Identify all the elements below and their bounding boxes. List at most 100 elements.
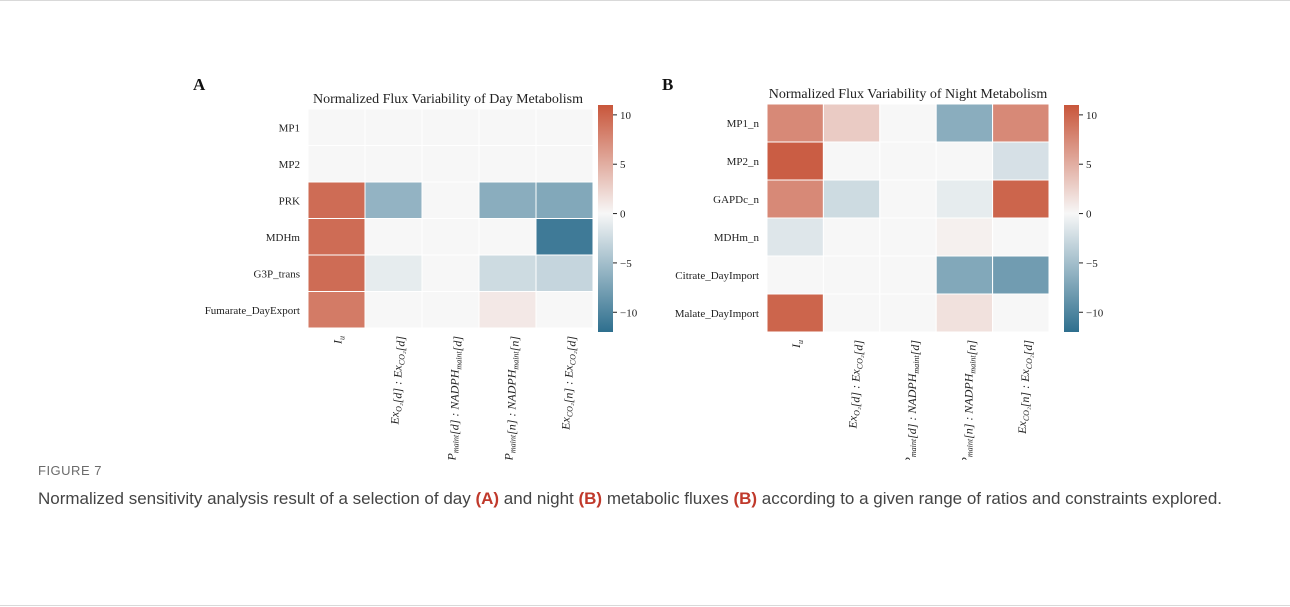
column-label: ATPmaint[d] : NADPHmaint[d]	[902, 340, 922, 460]
heatmap-cell	[478, 181, 537, 219]
colorbar-tick-label: 5	[620, 159, 626, 171]
chart-title-a: Normalized Flux Variability of Day Metab…	[313, 92, 583, 107]
bottom-rule	[0, 605, 1290, 606]
column-label: ATPmaint[n] : NADPHmaint[n]	[502, 336, 522, 460]
column-label-text: ExO₂[d] : ExCO₂[d]	[846, 340, 866, 430]
column-label: Iu	[789, 340, 805, 349]
figure-label: FIGURE 7	[38, 463, 102, 478]
heatmap-cell	[822, 217, 881, 257]
colorbar-tick-label: 0	[620, 209, 626, 221]
heatmap-cell	[478, 218, 537, 256]
heatmap-cell	[364, 254, 423, 292]
column-label-text: ATPmaint[n] : NADPHmaint[n]	[502, 336, 522, 460]
colorbar-tick-label: −5	[1086, 258, 1098, 270]
column-label-text: Iu	[331, 336, 347, 345]
colorbar-b	[1064, 105, 1079, 332]
chart-title-b: Normalized Flux Variability of Night Met…	[769, 87, 1048, 102]
panel-label-b: B	[662, 75, 673, 94]
heatmap-cell	[307, 108, 366, 146]
heatmap-panel-a: A Normalized Flux Variability of Day Met…	[193, 75, 638, 460]
caption-panel-ref: (A)	[475, 489, 500, 508]
heatmap-cell	[822, 179, 881, 219]
heatmap-cell	[535, 254, 594, 292]
heatmap-cell	[307, 254, 366, 292]
heatmap-cell	[421, 181, 480, 219]
heatmap-cell	[766, 217, 824, 257]
heatmap-cell	[535, 218, 594, 256]
colorbar-tick-label: −10	[1086, 307, 1104, 319]
colorbar-tick-label: 10	[620, 110, 632, 122]
heatmap-cell	[879, 293, 937, 333]
colorbar-ticks-b: 10 5 0 −5 −10	[1079, 110, 1104, 319]
heatmap-cell	[535, 291, 594, 329]
heatmap-cell	[766, 293, 824, 333]
heatmap-cell	[421, 108, 480, 146]
column-labels-a: Iu ExO₂[d] : ExCO₂[d] ATPmaint[d] : NADPHm…	[331, 336, 579, 460]
heatmap-cell	[992, 217, 1050, 257]
column-labels-b: Iu ExO₂[d] : ExCO₂[d] ATPmaint[d] : NADPHm…	[789, 340, 1035, 460]
row-labels-a: MP1 MP2 PRK MDHm G3P_trans Fumarate_DayExport	[205, 122, 301, 317]
heatmap-cell	[478, 291, 537, 329]
heatmap-cell	[935, 141, 994, 181]
heatmap-cell	[307, 218, 366, 256]
column-label-text: ATPmaint[n] : NADPHmaint[n]	[958, 340, 978, 460]
row-label: PRK	[279, 195, 300, 207]
heatmap-cell	[766, 103, 824, 143]
column-label: ATPmaint[n] : NADPHmaint[n]	[958, 340, 978, 460]
heatmap-cell	[992, 179, 1050, 219]
column-label-text: ATPmaint[d] : NADPHmaint[d]	[445, 336, 465, 460]
column-label-text: ExCO₂[n] : ExCO₂[d]	[559, 336, 579, 431]
caption-segment: metabolic fluxes	[602, 489, 734, 508]
colorbar-tick-label: 0	[1086, 209, 1092, 221]
caption-panel-ref: (B)	[733, 489, 758, 508]
row-label: MP1	[279, 122, 300, 134]
heatmap-cell	[992, 141, 1050, 181]
heatmap-cell	[421, 218, 480, 256]
panel-label-a: A	[193, 75, 206, 94]
row-label: Citrate_DayImport	[675, 270, 759, 282]
row-label: GAPDc_n	[713, 194, 759, 206]
heatmap-cell	[935, 103, 994, 143]
heatmap-cell	[478, 108, 537, 146]
heatmap-cell	[822, 255, 881, 295]
heatmap-cell	[992, 255, 1050, 295]
row-label: MDHm	[266, 232, 301, 244]
column-label: ExO₂[d] : ExCO₂[d]	[388, 336, 408, 426]
row-label: MP2_n	[727, 156, 760, 168]
heatmap-cell	[822, 141, 881, 181]
heatmap-cell	[307, 181, 366, 219]
heatmap-cell	[935, 217, 994, 257]
heatmap-cell	[879, 103, 937, 143]
heatmap-cell	[535, 145, 594, 183]
heatmap-cell	[364, 291, 423, 329]
heatmap-cell	[364, 108, 423, 146]
column-label-text: Iu	[789, 340, 805, 349]
heatmap-cell	[478, 254, 537, 292]
heatmap-cell	[766, 179, 824, 219]
heatmap-cell	[879, 217, 937, 257]
colorbar-a	[598, 105, 613, 332]
heatmap-cell	[307, 291, 366, 329]
heatmap-cell	[879, 255, 937, 295]
column-label: ExCO₂[n] : ExCO₂[d]	[1015, 340, 1035, 435]
column-label: ATPmaint[d] : NADPHmaint[d]	[445, 336, 465, 460]
column-label-text: ExCO₂[n] : ExCO₂[d]	[1015, 340, 1035, 435]
heatmap-cell	[766, 141, 824, 181]
heatmap-cell	[935, 179, 994, 219]
caption-segment: Normalized sensitivity analysis result o…	[38, 489, 476, 508]
heatmap-cells-a	[307, 108, 594, 329]
heatmap-cell	[822, 103, 881, 143]
row-label: MP1_n	[727, 118, 760, 130]
heatmap-cell	[307, 145, 366, 183]
caption-text: Normalized sensitivity analysis result o…	[38, 486, 1248, 511]
heatmap-cell	[992, 293, 1050, 333]
heatmap-cell	[879, 179, 937, 219]
heatmap-cell	[535, 181, 594, 219]
colorbar-tick-label: 10	[1086, 110, 1098, 122]
column-label: Iu	[331, 336, 347, 345]
row-label: MP2	[279, 159, 300, 171]
heatmap-cell	[935, 293, 994, 333]
row-label: G3P_trans	[254, 268, 300, 280]
heatmap-cell	[478, 145, 537, 183]
